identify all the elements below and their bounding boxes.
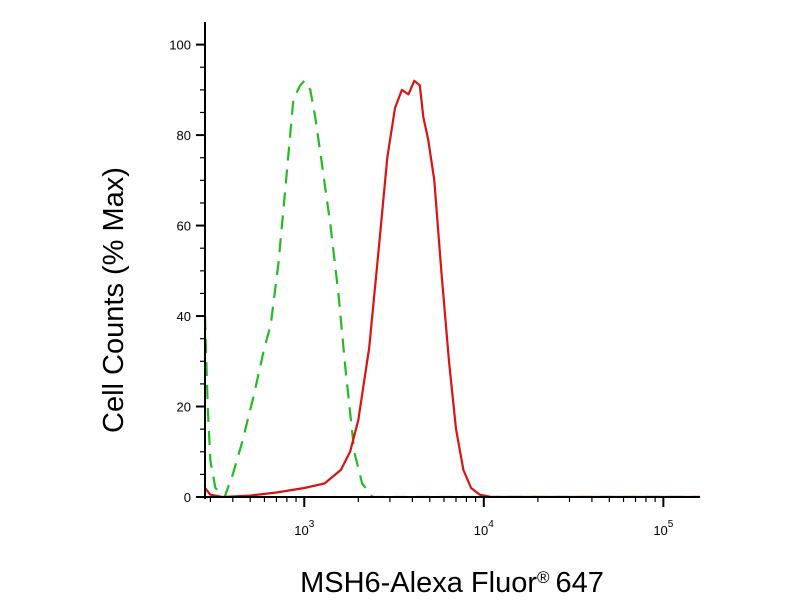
x-tick-label: 105 xyxy=(653,519,673,538)
y-tick-label: 0 xyxy=(184,490,191,505)
x-tick-label: 103 xyxy=(294,519,314,538)
y-tick-label: 40 xyxy=(177,309,191,324)
axes xyxy=(196,22,700,507)
y-tick-label: 100 xyxy=(169,38,191,53)
y-tick-label: 60 xyxy=(177,219,191,234)
msh6-histogram-curve xyxy=(206,79,700,496)
series-layer xyxy=(206,79,700,496)
y-tick-label: 20 xyxy=(177,400,191,415)
x-axis-title: MSH6-Alexa Fluor® 647 xyxy=(300,567,604,599)
y-axis-title: Cell Counts (% Max) xyxy=(98,167,130,433)
y-tick-label: 80 xyxy=(177,128,191,143)
control-histogram-curve xyxy=(206,79,700,496)
labels: 0 20 40 60 80 100 103 104 105 MSH6-Alexa Fluor® 64… xyxy=(98,38,674,599)
x-tick-label: 104 xyxy=(474,519,494,538)
